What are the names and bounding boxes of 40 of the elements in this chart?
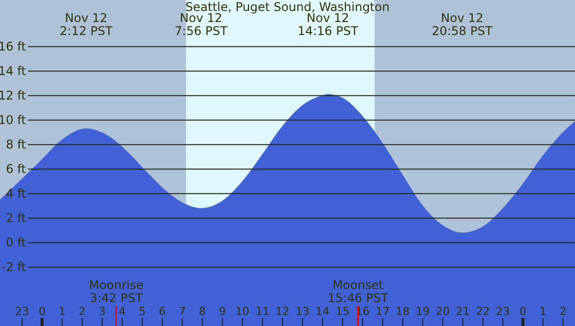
- x2-tick-label: Nov 12 14:16 PST: [298, 11, 359, 38]
- x-tick-label: 11: [255, 305, 270, 318]
- x-tick-label: 6: [158, 305, 166, 318]
- chart-title: Seattle, Puget Sound, Washington: [185, 0, 390, 14]
- x-tick-label: 19: [416, 305, 430, 318]
- ref-line-label: Moonset 15:46 PST: [328, 278, 389, 305]
- x-tick-label: 21: [456, 305, 470, 318]
- x-tick-label: 5: [138, 305, 146, 318]
- x-tick-label: 23: [15, 305, 30, 318]
- x-tick-label: 22: [476, 305, 490, 318]
- x-tick-label: 14: [316, 305, 330, 318]
- y-tick-label: 0 ft: [6, 236, 26, 250]
- x-tick-label: 1: [539, 305, 546, 318]
- x-tick-label: 15: [336, 305, 350, 318]
- x2-tick-label: Nov 12 7:56 PST: [174, 11, 228, 38]
- x-tick-label: 4: [118, 305, 126, 318]
- x-tick-label: 0: [519, 305, 526, 318]
- y-tick-label: -2 ft: [2, 260, 26, 274]
- x-tick-label: 9: [218, 305, 226, 318]
- x-tick-label: 3: [98, 305, 106, 318]
- x-tick-label: 2: [78, 305, 86, 318]
- y-tick-label: 2 ft: [6, 211, 26, 226]
- x-tick-label: 13: [296, 305, 310, 318]
- x-tick-label: 2: [559, 305, 566, 318]
- x-tick-label: 18: [396, 305, 410, 318]
- x2-tick-label: Nov 12 2:12 PST: [60, 11, 114, 38]
- x-tick-label: 17: [376, 305, 390, 318]
- x-tick-label: 20: [436, 305, 450, 318]
- y-tick-label: 8 ft: [6, 138, 26, 152]
- x2-tick-label: Nov 12 20:58 PST: [432, 11, 494, 38]
- x-tick-label: 0: [38, 305, 46, 318]
- x-tick-label: 12: [275, 305, 290, 318]
- y-tick-label: 6 ft: [6, 162, 26, 176]
- ref-line-label: Moonrise 3:42 PST: [88, 278, 144, 305]
- x-tick-label: 7: [178, 305, 186, 318]
- x-tick-label: 10: [235, 305, 250, 318]
- x-tick-label: 1: [58, 305, 66, 318]
- x-tick-label: 23: [496, 305, 510, 318]
- x-tick-label: 8: [198, 305, 206, 318]
- y-tick-label: 4 ft: [6, 186, 26, 201]
